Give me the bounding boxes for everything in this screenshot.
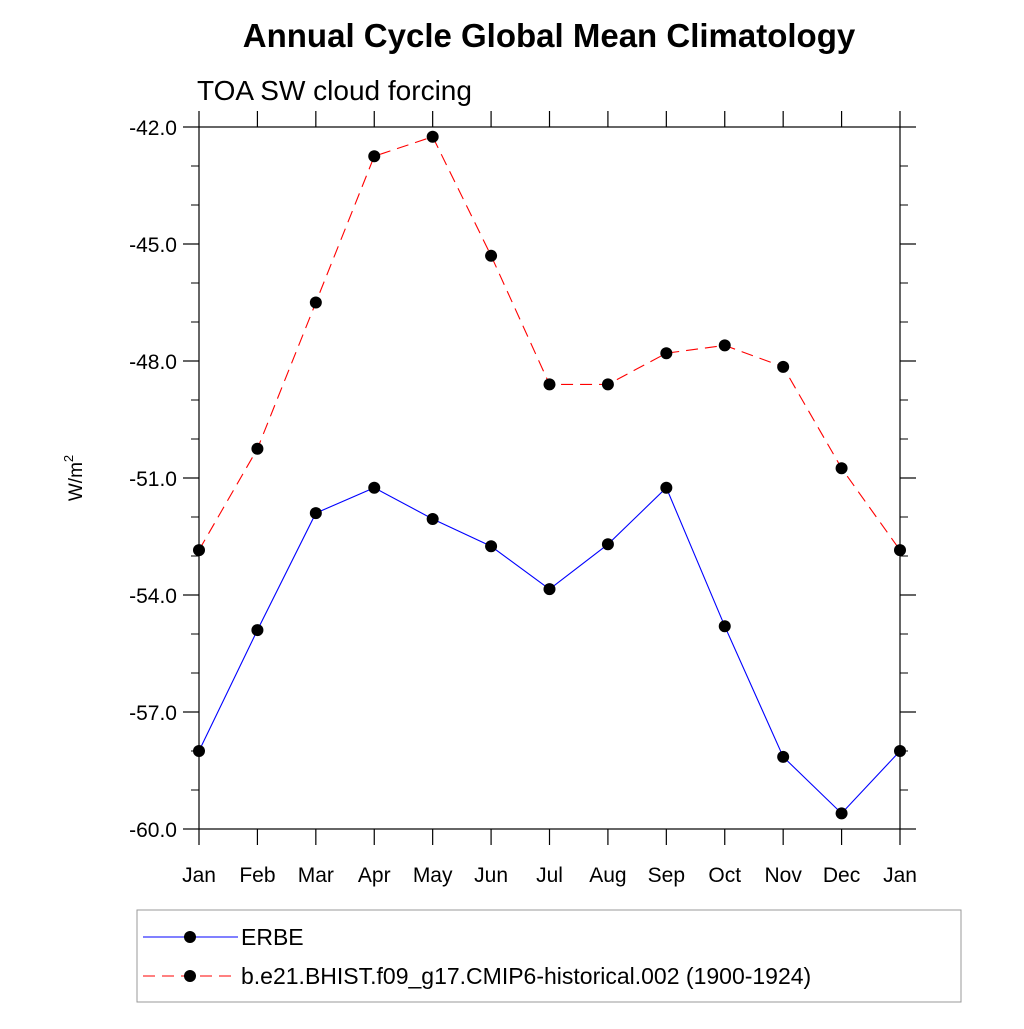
y-tick-label: -45.0 [129,234,177,257]
data-point [777,750,790,763]
y-tick-label: -48.0 [129,351,177,374]
x-tick-label: May [413,864,453,887]
x-tick-label: Aug [589,864,626,887]
data-point [251,624,264,637]
legend-label-1: b.e21.BHIST.f09_g17.CMIP6-historical.002… [241,963,811,989]
axes [198,126,901,830]
x-tick-label: Mar [298,864,334,887]
y-axis-label: W/m2 [61,455,87,501]
data-point [894,544,906,557]
plot-frame [198,126,901,830]
data-point [835,462,848,475]
x-tick-label: Jul [536,864,563,887]
data-point [660,481,673,494]
data-point [309,507,322,520]
legend: ERBE b.e21.BHIST.f09_g17.CMIP6-historical… [136,909,962,1003]
data-point [601,378,614,391]
series-layer [193,130,906,820]
data-point [718,620,731,633]
data-point [485,249,498,262]
y-tick-label: -57.0 [129,702,177,725]
data-point [426,512,439,525]
series-1 [193,130,906,557]
data-point [193,544,205,557]
x-tick-label: Jan [182,864,216,887]
data-point [251,442,264,455]
y-axis-label-unit: W/m [66,462,87,501]
x-tick-label: Apr [358,864,391,887]
x-tick-label: Dec [823,864,860,887]
data-point [485,540,498,553]
data-point [660,347,673,360]
data-point [309,296,322,309]
x-tick-label: Jun [474,864,508,887]
data-point [718,339,731,352]
x-tick-label: Jan [883,864,917,887]
x-tick-label: Nov [764,864,802,887]
chart-title: Annual Cycle Global Mean Climatology [243,17,856,54]
series-line [198,136,901,551]
legend-box [136,909,962,1003]
data-point [368,481,381,494]
y-axis-label-superscript: 2 [61,455,76,462]
y-tick-label: -54.0 [129,585,177,608]
data-point [835,807,848,820]
series-0 [193,481,906,820]
data-point [894,745,906,757]
data-point [368,150,381,163]
y-tick-label: -60.0 [129,819,177,842]
series-line [198,486,901,815]
data-point [601,538,614,551]
legend-marker-0 [184,931,196,943]
data-point [543,583,556,596]
data-point [426,130,439,143]
data-point [777,360,790,373]
data-point [543,378,556,391]
y-tick-label: -51.0 [129,468,177,491]
y-tick-label: -42.0 [129,117,177,140]
x-tick-label: Oct [708,864,741,887]
legend-label-0: ERBE [241,924,304,950]
x-tick-label: Feb [239,864,275,887]
data-point [193,745,205,757]
legend-marker-1 [184,970,196,982]
x-tick-label: Sep [648,864,685,887]
chart-subtitle: TOA SW cloud forcing [197,75,472,106]
